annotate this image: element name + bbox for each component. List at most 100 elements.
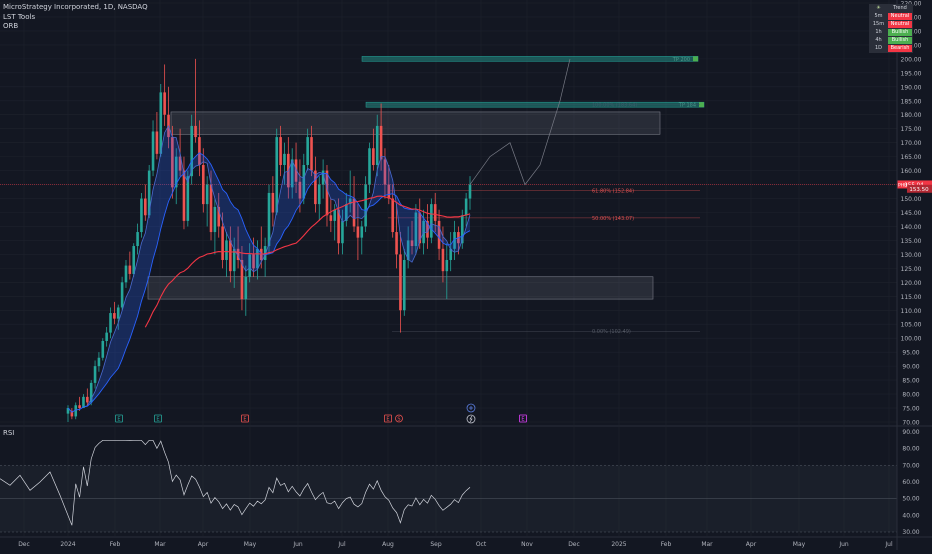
candle bbox=[86, 396, 89, 403]
candle bbox=[221, 226, 224, 260]
candle bbox=[147, 170, 151, 216]
candle bbox=[201, 165, 205, 205]
time-tick: May bbox=[244, 541, 257, 548]
rsi-pane-label[interactable]: RSI bbox=[3, 429, 15, 437]
price-tick: 185.00 bbox=[901, 98, 922, 105]
candle bbox=[364, 184, 367, 227]
price-tick: 190.00 bbox=[901, 84, 922, 91]
time-tick: Dec bbox=[568, 541, 580, 548]
candle bbox=[225, 240, 228, 260]
candle bbox=[144, 198, 147, 216]
indicator-orb[interactable]: ORB bbox=[3, 22, 19, 30]
target-check-icon bbox=[693, 56, 698, 62]
candle bbox=[402, 259, 406, 311]
candle bbox=[217, 206, 221, 227]
candle bbox=[433, 204, 437, 221]
price-tick: 125.00 bbox=[901, 266, 922, 273]
trend-status: Neutral bbox=[887, 12, 913, 21]
candle bbox=[248, 254, 251, 277]
trend-table: ☀ Trend 5m Neutral 15m Neutral 1h Bullish 4… bbox=[869, 4, 913, 53]
trend-status: Neutral bbox=[887, 20, 913, 29]
fib-label: 50.00% (143.07) bbox=[592, 216, 634, 222]
candle bbox=[445, 259, 449, 272]
price-tag-box bbox=[897, 180, 932, 189]
candle bbox=[178, 156, 182, 171]
trend-tf: 1D bbox=[869, 44, 888, 53]
trend-status: Bearish bbox=[887, 44, 913, 53]
candle bbox=[302, 165, 306, 199]
candle bbox=[345, 204, 348, 221]
event-label: E bbox=[243, 417, 246, 423]
candle bbox=[453, 232, 456, 249]
event-label: E bbox=[521, 417, 524, 423]
candle bbox=[205, 184, 209, 205]
fib-label: 61.80% (152.84) bbox=[592, 189, 634, 195]
candle bbox=[406, 240, 410, 260]
event-marker bbox=[519, 414, 527, 423]
time-tick: Aug bbox=[382, 541, 394, 548]
candle bbox=[70, 410, 74, 417]
candle bbox=[418, 212, 422, 244]
candle bbox=[310, 137, 313, 171]
candle bbox=[379, 125, 383, 160]
price-tick: 75.00 bbox=[902, 406, 919, 413]
time-tick: Dec bbox=[18, 541, 30, 548]
price-tick: 85.00 bbox=[902, 378, 919, 385]
candle bbox=[198, 137, 201, 166]
time-tick: Mar bbox=[701, 541, 713, 548]
price-tick: 165.00 bbox=[901, 154, 922, 161]
rsi-tick: 70.00 bbox=[902, 462, 919, 469]
price-tick: 95.00 bbox=[902, 350, 919, 357]
candle bbox=[174, 156, 178, 188]
price-tick: 150.00 bbox=[901, 196, 922, 203]
candle bbox=[256, 248, 259, 269]
chart-legend: MicroStrategy Incorporated, 1D, NASDAQ L… bbox=[3, 3, 148, 32]
rsi-tick: 40.00 bbox=[902, 512, 919, 519]
lightning-glyph bbox=[469, 415, 473, 423]
price-tick: 70.00 bbox=[902, 420, 919, 427]
candle bbox=[437, 220, 441, 249]
trend-tf: 15m bbox=[869, 20, 888, 29]
candle bbox=[399, 254, 402, 311]
candle bbox=[263, 246, 267, 260]
candle bbox=[232, 248, 236, 272]
event-marker bbox=[384, 414, 392, 423]
event-marker bbox=[154, 414, 162, 423]
candle bbox=[140, 198, 143, 233]
candle bbox=[116, 307, 120, 319]
trend-tf: 4h bbox=[869, 36, 888, 45]
price-tick: 120.00 bbox=[901, 280, 922, 287]
candle bbox=[194, 125, 197, 138]
candle bbox=[182, 170, 186, 221]
candle bbox=[317, 184, 321, 205]
candle bbox=[66, 408, 70, 414]
candle bbox=[271, 192, 275, 213]
time-tick: Jul bbox=[884, 541, 893, 548]
candle bbox=[352, 198, 356, 227]
ema-fast-line bbox=[67, 124, 471, 413]
symbol-title[interactable]: MicroStrategy Incorporated, 1D, NASDAQ bbox=[3, 3, 148, 11]
indicator-lst-tools[interactable]: LST Tools bbox=[3, 12, 36, 21]
time-tick: Apr bbox=[746, 541, 757, 548]
candle bbox=[101, 340, 105, 358]
candle bbox=[464, 198, 468, 216]
rsi-tick: 80.00 bbox=[902, 446, 919, 453]
event-label: E bbox=[117, 417, 120, 423]
trend-status: Bullish bbox=[887, 36, 913, 45]
candle bbox=[236, 248, 240, 260]
candle bbox=[105, 332, 108, 341]
candle bbox=[155, 131, 159, 154]
price-tick: 170.00 bbox=[901, 140, 922, 147]
price-tick: 105.00 bbox=[901, 322, 922, 329]
candle bbox=[314, 170, 317, 205]
target-check-icon bbox=[699, 102, 704, 108]
time-tick: Jun bbox=[292, 541, 303, 548]
fib-label: 100.00% (183.64) bbox=[592, 103, 637, 109]
rsi-tick: 60.00 bbox=[902, 479, 919, 486]
price-tick: 195.00 bbox=[901, 70, 922, 77]
candle bbox=[78, 405, 81, 409]
rsi-tick: 30.00 bbox=[902, 529, 919, 536]
target-bar bbox=[361, 56, 699, 62]
